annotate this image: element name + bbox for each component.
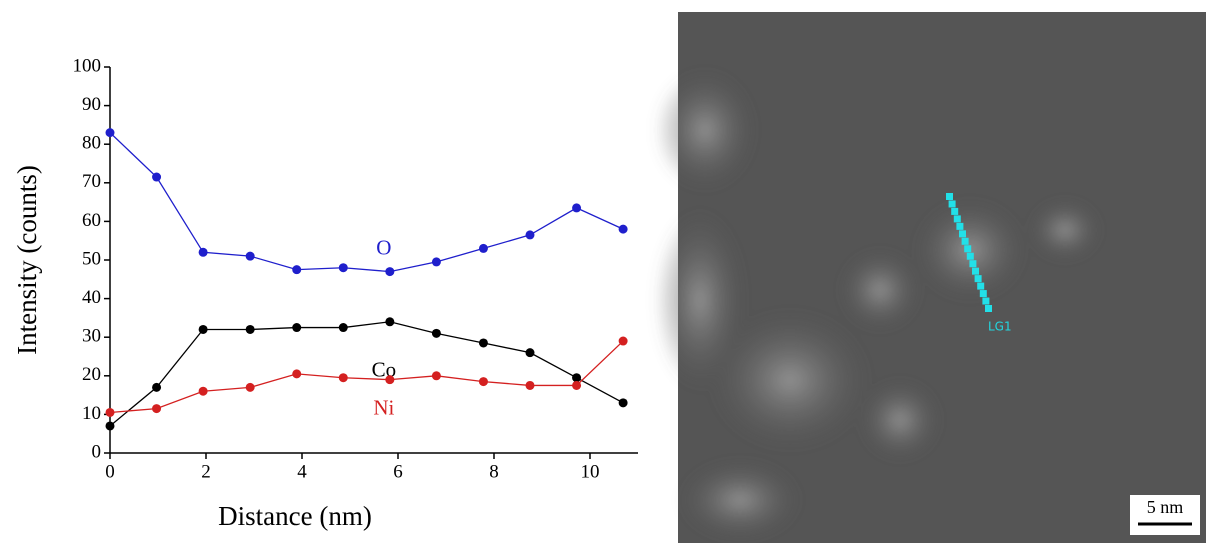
y-tick-label: 20 — [82, 364, 101, 385]
scan-dot — [972, 267, 979, 275]
data-point — [478, 377, 488, 387]
data-point — [618, 398, 628, 408]
y-tick-label: 10 — [82, 403, 101, 424]
y-axis-title: Intensity (counts) — [12, 165, 42, 355]
data-point — [105, 421, 115, 431]
series-label: Ni — [373, 395, 394, 419]
data-point — [431, 328, 441, 338]
data-point — [152, 172, 162, 182]
scan-dot — [966, 252, 974, 260]
series-line — [109, 340, 624, 414]
scan-dot — [961, 237, 969, 245]
data-point — [292, 323, 302, 333]
y-tick-label: 0 — [92, 441, 102, 462]
data-point — [198, 324, 208, 334]
data-point — [525, 380, 535, 390]
data-point — [152, 382, 162, 392]
data-point — [338, 323, 348, 333]
series-label: O — [376, 235, 391, 259]
scan-dot — [953, 215, 961, 223]
series-line — [109, 132, 624, 273]
y-tick-label: 70 — [82, 171, 101, 192]
data-point — [572, 203, 582, 213]
data-point — [198, 386, 208, 396]
data-point — [245, 382, 255, 392]
y-tick-label: 50 — [82, 248, 101, 269]
y-tick-label: 40 — [82, 287, 101, 308]
scan-dot — [951, 207, 959, 215]
data-point — [338, 373, 348, 383]
x-tick-label: 2 — [201, 461, 211, 482]
y-tick-label: 90 — [82, 94, 101, 115]
x-tick-label: 6 — [393, 461, 403, 482]
scan-dot — [982, 297, 990, 305]
data-point — [245, 251, 255, 261]
data-point — [105, 128, 115, 138]
x-tick-label: 0 — [105, 461, 115, 482]
x-tick-label: 4 — [297, 461, 307, 482]
data-point — [572, 373, 582, 383]
scan-dot — [974, 275, 982, 283]
data-point — [525, 348, 535, 358]
line-label: LG1 — [988, 320, 1012, 334]
scan-dot — [956, 222, 964, 230]
data-point — [152, 404, 162, 414]
scan-dot — [959, 230, 966, 238]
scan-dot — [946, 193, 953, 200]
data-point — [431, 371, 441, 381]
data-point — [525, 230, 535, 240]
scan-dot — [964, 245, 972, 253]
scale-label: 5 nm — [1147, 497, 1184, 517]
data-point — [572, 380, 582, 390]
y-tick-label: 80 — [82, 133, 101, 154]
micrograph: LG1 5 nm — [655, 12, 1206, 543]
x-tick-label: 8 — [489, 461, 499, 482]
data-point — [618, 224, 628, 234]
data-point — [431, 257, 441, 267]
data-point — [105, 407, 115, 417]
data-point — [478, 338, 488, 348]
data-point — [385, 267, 395, 277]
scan-dot — [985, 305, 992, 312]
scan-dot — [969, 260, 977, 268]
data-point — [245, 324, 255, 334]
x-axis-title: Distance (nm) — [218, 501, 372, 531]
y-tick-label: 100 — [73, 55, 102, 76]
x-tick-label: 10 — [581, 461, 600, 482]
micrograph-texture — [655, 70, 1100, 540]
series-line — [109, 321, 624, 427]
data-point — [198, 247, 208, 257]
scan-dot — [948, 200, 956, 208]
data-point — [292, 265, 302, 275]
y-tick-label: 30 — [82, 326, 101, 347]
y-tick-label: 60 — [82, 210, 101, 231]
scale-box — [1130, 495, 1200, 535]
data-point — [292, 369, 302, 379]
scan-dot — [979, 290, 987, 298]
data-point — [338, 263, 348, 273]
data-point — [385, 375, 395, 385]
data-point — [478, 243, 488, 253]
data-point — [618, 336, 628, 346]
scan-dot — [977, 282, 985, 290]
data-point — [385, 317, 395, 327]
line-scan — [946, 193, 992, 312]
